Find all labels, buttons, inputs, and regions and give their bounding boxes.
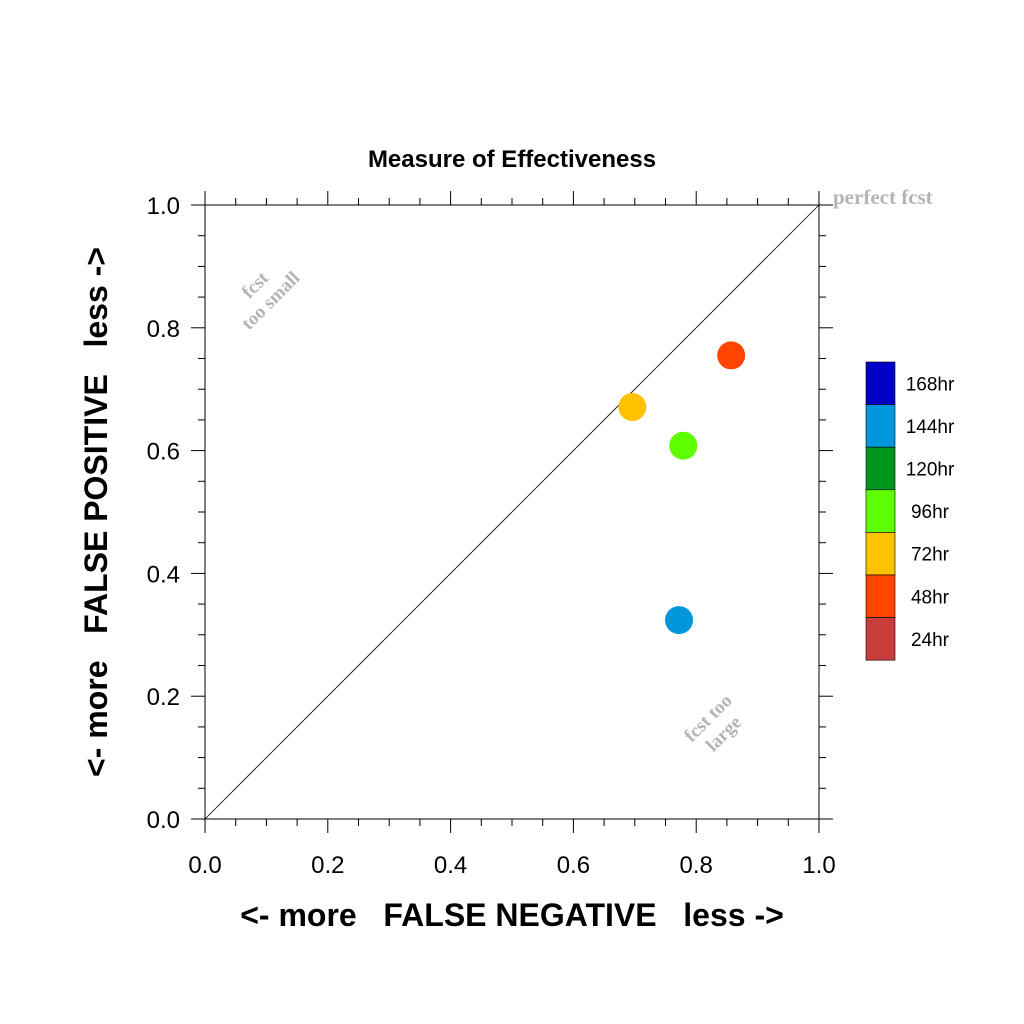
legend-swatch-48hr [865,574,896,618]
legend-swatch-96hr [865,489,896,533]
y-tick-label: 0.0 [147,807,180,834]
legend-label: 144hr [906,417,955,438]
y-tick-label: 0.2 [147,684,180,711]
y-tick-label: 0.4 [147,561,180,588]
chart-title: Measure of Effectiveness [368,146,656,173]
perfect-forecast-line [204,204,820,820]
data-point-96hr [669,431,698,460]
x-tick-label: 1.0 [802,852,835,879]
data-point-144hr [665,606,694,635]
legend: 168hr 144hr 120hr 96hr 72hr 48hr 24hr [865,361,955,661]
perfect-fcst-annotation: perfect fcst [833,185,933,209]
legend-swatch-72hr [865,532,896,576]
x-tick-label: 0.8 [680,852,713,879]
legend-swatch-24hr [865,617,896,661]
legend-label: 72hr [911,545,950,566]
legend-label: 96hr [911,502,950,523]
legend-label: 120hr [906,460,955,481]
y-axis-label: <- more FALSE POSITIVE less -> [78,247,114,777]
data-point-48hr [717,341,746,370]
points-layer [618,341,746,635]
x-tick-label: 0.4 [434,852,467,879]
x-axis-label: <- more FALSE NEGATIVE less -> [240,897,784,933]
legend-label: 168hr [906,374,955,395]
data-point-72hr [618,393,647,422]
diagonal-layer [204,204,820,820]
legend-label: 48hr [911,587,950,608]
x-tick-label: 0.6 [557,852,590,879]
legend-swatch-168hr [865,361,896,405]
legend-swatch-144hr [865,404,896,448]
plot-axes: 0.0 0.2 0.4 0.6 0.8 1.0 0.0 0.2 0.4 0.6 0.8 1.0 [147,191,836,879]
legend-swatch-120hr [865,446,896,491]
x-tick-label: 0.2 [311,852,344,879]
y-tick-label: 1.0 [147,193,180,220]
y-tick-label: 0.8 [147,316,180,343]
legend-label: 24hr [911,630,950,651]
x-tick-label: 0.0 [188,852,221,879]
y-tick-label: 0.6 [147,439,180,466]
